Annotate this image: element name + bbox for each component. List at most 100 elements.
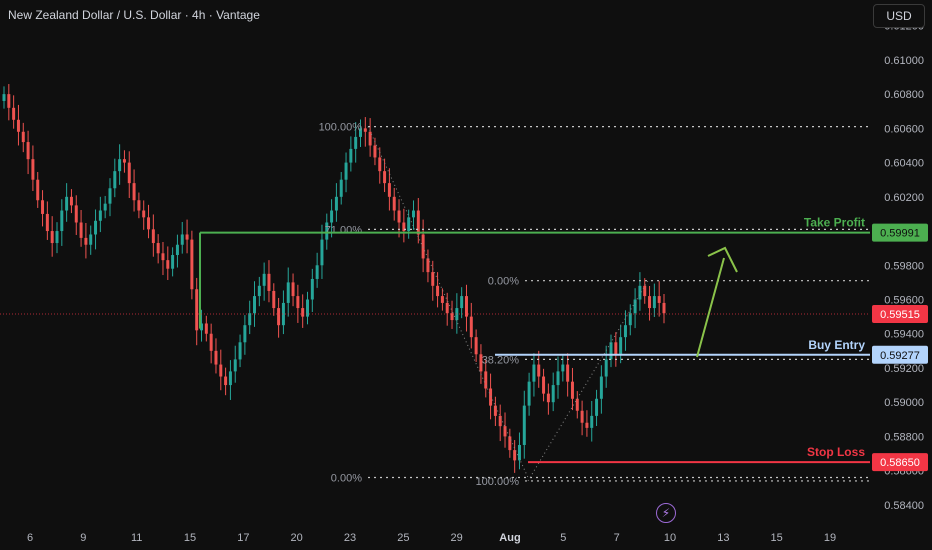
candle-body: [604, 359, 608, 377]
candle-body: [609, 342, 613, 360]
candle-body: [301, 308, 305, 317]
candle-body: [339, 179, 343, 197]
y-tick-label: 0.60800: [884, 89, 924, 101]
y-tick-label: 0.59600: [884, 295, 924, 307]
arrow-head: [707, 246, 738, 273]
candle-body: [233, 359, 237, 372]
candle-body: [7, 94, 11, 108]
candle-body: [460, 296, 464, 309]
candle-body: [228, 371, 232, 386]
level-label: Stop Loss: [807, 445, 865, 459]
fib-connector: [367, 126, 529, 478]
candle-body: [397, 210, 401, 223]
candle-body: [94, 220, 98, 235]
candle-body: [219, 364, 223, 377]
candle-body: [108, 188, 112, 204]
candle-body: [648, 296, 652, 309]
y-tick-label: 0.58800: [884, 431, 924, 443]
y-tick-label: 0.60400: [884, 158, 924, 170]
candle-body: [41, 200, 45, 214]
candle-body: [556, 371, 560, 386]
candle-body: [50, 231, 54, 244]
candle-body: [493, 405, 497, 416]
candle-body: [291, 282, 295, 297]
candle-body: [392, 196, 396, 211]
candle-body: [619, 337, 623, 355]
candle-body: [2, 94, 6, 101]
candle-body: [570, 381, 574, 399]
candle-body: [344, 162, 348, 180]
candle-body: [508, 436, 512, 451]
candle-body: [431, 272, 435, 286]
candle-body: [580, 410, 584, 423]
x-tick-label: 5: [560, 532, 566, 544]
candle-body: [474, 337, 478, 355]
price-tag: [872, 305, 928, 324]
candle-body: [281, 302, 285, 326]
candle-body: [445, 302, 449, 314]
candle-body: [204, 323, 208, 334]
fib-level-label: 38.20%: [482, 354, 520, 366]
candle-body: [585, 422, 589, 428]
candle-body: [325, 222, 329, 240]
candle-body: [363, 128, 367, 132]
y-tick-label: 0.59200: [884, 363, 924, 375]
candle-body: [118, 159, 122, 172]
candle-body: [359, 128, 362, 137]
lightning-bolt-icon[interactable]: ⚡: [656, 503, 676, 523]
candle-body: [21, 131, 25, 143]
candle-body: [147, 217, 151, 230]
chart-title: New Zealand Dollar / U.S. Dollar · 4h · …: [8, 8, 260, 22]
candle-body: [440, 296, 444, 303]
candle-body: [426, 258, 430, 273]
candle-body: [383, 171, 387, 184]
candle-body: [180, 234, 184, 245]
candle-body: [614, 342, 618, 355]
x-tick-label: 29: [451, 532, 463, 544]
fib-level-label: 71.00%: [325, 224, 363, 236]
y-tick-label: 0.59800: [884, 260, 924, 272]
y-tick-label: 0.60200: [884, 192, 924, 204]
candle-body: [55, 231, 59, 244]
price-tag-label: 0.59991: [880, 228, 920, 240]
candle-body: [60, 210, 64, 232]
price-tag-label: 0.58650: [880, 457, 920, 469]
candle-body: [248, 313, 252, 326]
candle-body: [489, 388, 493, 406]
y-tick-label: 0.60600: [884, 123, 924, 135]
candle-body: [272, 290, 276, 309]
candle-body: [503, 426, 507, 437]
candle-body: [296, 296, 300, 309]
candle-body: [411, 210, 415, 218]
candle-body: [416, 210, 420, 235]
candle-body: [171, 255, 175, 269]
candle-body: [306, 299, 309, 317]
price-tag-label: 0.59277: [880, 350, 920, 362]
candle-body: [479, 354, 483, 372]
currency-button[interactable]: USD: [873, 4, 925, 28]
level-label: Take Profit: [804, 216, 865, 230]
candle-body: [127, 162, 131, 184]
candle-body: [537, 364, 541, 377]
candle-body: [320, 239, 324, 266]
candle-body: [387, 183, 391, 197]
y-tick-label: 0.61000: [884, 55, 924, 67]
fib-level-label: 0.00%: [331, 473, 362, 485]
candle-body: [662, 302, 666, 314]
x-tick-label: 25: [397, 532, 409, 544]
candle-body: [69, 196, 73, 206]
x-tick-label: 13: [717, 532, 729, 544]
x-tick-label: 23: [344, 532, 356, 544]
candle-body: [137, 200, 141, 211]
candle-body: [12, 107, 16, 120]
candle-body: [161, 253, 165, 261]
candle-body: [450, 313, 454, 321]
candle-body: [330, 210, 334, 223]
fib-level-label: 100.00%: [319, 122, 363, 134]
candle-body: [542, 376, 546, 394]
x-tick-label: 15: [771, 532, 783, 544]
candle-body: [315, 265, 319, 279]
candle-body: [368, 131, 372, 146]
candle-body: [436, 285, 440, 297]
